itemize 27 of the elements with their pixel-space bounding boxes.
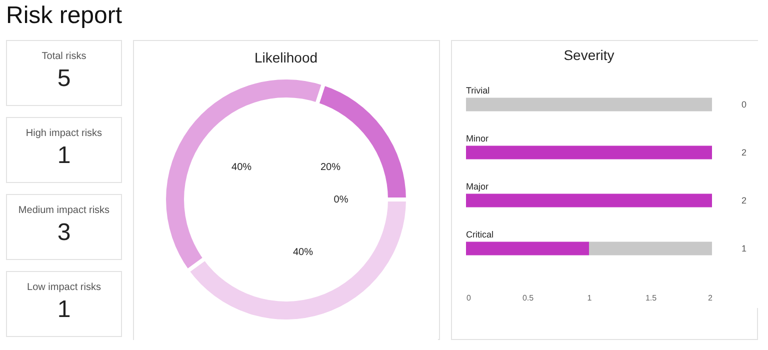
- data-label: 5: [56, 65, 72, 93]
- text: 0%: [334, 194, 348, 206]
- category-label: High impact risks: [24, 128, 104, 139]
- category-label: Total risks: [40, 51, 88, 62]
- text: Risk report: [6, 2, 122, 30]
- category-label: Medium impact risks: [17, 205, 111, 216]
- data-label: 2: [741, 195, 747, 206]
- data-label: 20%: [320, 162, 341, 174]
- x-tick-label: 2: [708, 294, 714, 302]
- category-label: Low impact risks: [26, 282, 102, 293]
- x-tick-label: 1.5: [645, 294, 658, 302]
- data-label: 1: [56, 142, 72, 170]
- x-tick-label: 0: [466, 294, 472, 302]
- data-label: 2: [741, 148, 747, 158]
- data-label: 0: [741, 100, 747, 110]
- y-tick-label: Minor: [466, 134, 489, 144]
- data-label: 3: [56, 219, 72, 247]
- x-tick-label: 0.5: [522, 294, 534, 302]
- y-tick-label: Trivial: [466, 86, 490, 96]
- y-tick-label: Critical: [466, 229, 494, 240]
- x-tick-label: 1: [587, 294, 592, 302]
- chart-title: Severity: [564, 47, 614, 63]
- data-label: 1: [741, 243, 747, 254]
- y-tick-label: Major: [466, 181, 489, 192]
- chart-title: Likelihood: [254, 50, 318, 66]
- data-label: 40%: [231, 162, 252, 174]
- data-label: 40%: [292, 246, 314, 258]
